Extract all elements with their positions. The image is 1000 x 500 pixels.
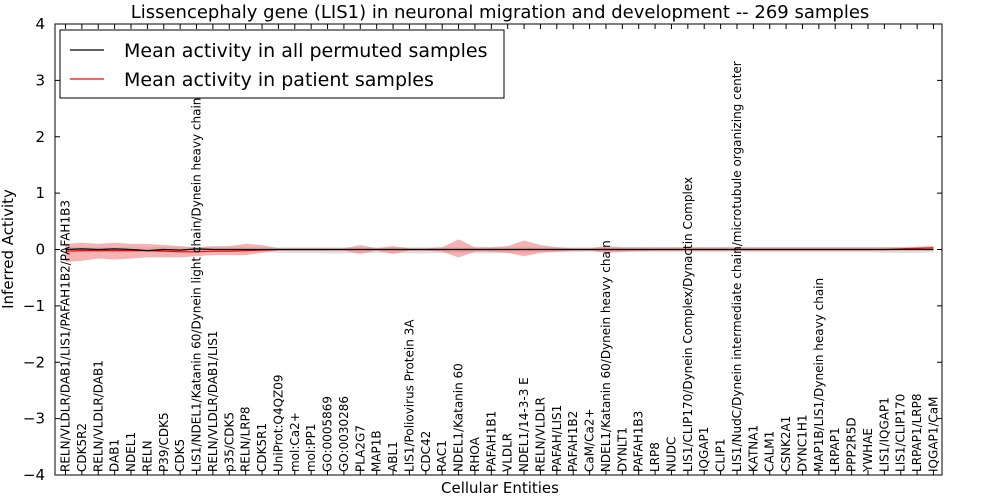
category-label: CDC42: [419, 431, 433, 472]
legend: Mean activity in all permuted samples Me…: [59, 29, 505, 99]
category-label: PAFAH/LIS1: [550, 405, 564, 472]
category-label: CaM/Ca2+: [583, 408, 597, 472]
y-tick-label: −2: [23, 353, 45, 371]
category-label: MAP1B: [370, 430, 384, 472]
category-label: CLIP1: [714, 439, 728, 472]
x-axis: [65, 24, 934, 475]
category-label: LIS1/Poliovirus Protein 3A: [402, 319, 416, 472]
category-label: P39/CDK5: [157, 412, 171, 472]
category-label: RELN/LRP8: [239, 407, 253, 473]
legend-label-patient: Mean activity in patient samples: [124, 69, 434, 91]
category-label: RHOA: [468, 436, 482, 472]
category-label: IQGAP1: [697, 427, 711, 472]
category-label: LIS1/NudC/Dynein intermediate chain/micr…: [730, 61, 744, 472]
category-label: LIS1/NDEL1/Katanin 60/Dynein light chain…: [190, 98, 204, 472]
category-label: mol:Ca2+: [288, 412, 302, 472]
category-label: RELN/VLDLR/DAB1/LIS1: [206, 331, 220, 472]
permuted-mean-line: [65, 248, 934, 252]
y-tick-label: 0: [35, 241, 45, 259]
category-label: RELN/VLDLR/DAB1: [91, 360, 105, 472]
category-label: DAB1: [108, 439, 122, 472]
category-labels: RELN/VLDLR/DAB1/LIS1/PAFAH1B2/PAFAH1B3 CD…: [59, 61, 941, 473]
category-label: GO:0030286: [337, 396, 351, 472]
category-label: RELN/VLDLR: [533, 397, 547, 472]
category-label: CDK5: [173, 439, 187, 472]
category-label: KATNA1: [746, 425, 760, 472]
y-axis: 4 3 2 1 0 −1 −2 −3 −4: [23, 15, 942, 484]
y-tick-label: 2: [35, 128, 45, 146]
category-label: NDEL1: [124, 432, 138, 472]
y-tick-label: 1: [35, 184, 45, 202]
category-label: DYNLT1: [615, 427, 629, 472]
category-label: MAP1B/LIS1/Dynein heavy chain: [812, 278, 826, 472]
y-tick-label: −1: [23, 297, 45, 315]
category-label: CALM1: [763, 431, 777, 472]
category-label: LIS1/CLIP170/Dynein Complex/Dynactin Com…: [681, 177, 695, 472]
category-label: LRPAP1: [828, 427, 842, 472]
category-label: RAC1: [435, 440, 449, 472]
category-label: CDK5R2: [75, 423, 89, 472]
y-tick-label: 4: [35, 15, 45, 33]
category-label: LRP8: [648, 442, 662, 472]
confidence-bands: [65, 239, 934, 262]
patient-confidence-band: [65, 239, 934, 262]
category-label: PPP2R5D: [845, 417, 859, 472]
category-label: PAFAH1B3: [632, 411, 646, 472]
chart-title: Lissencephaly gene (LIS1) in neuronal mi…: [131, 2, 870, 23]
category-label: mol:PP1: [304, 424, 318, 473]
legend-box: [59, 29, 505, 99]
category-label: NDEL1/Katanin 60/Dynein heavy chain: [599, 240, 613, 472]
category-label: IQGAP1/CaM: [927, 397, 941, 473]
category-label: RELN/VLDLR/DAB1/LIS1/PAFAH1B2/PAFAH1B3: [59, 200, 73, 472]
category-label: ABL1: [386, 441, 400, 472]
category-label: LIS1/CLIP170: [894, 394, 908, 472]
legend-label-permuted: Mean activity in all permuted samples: [124, 40, 487, 62]
category-label: GO:0005869: [321, 396, 335, 472]
category-label: CSNK2A1: [779, 416, 793, 472]
category-label: DYNC1H1: [796, 414, 810, 472]
category-label: VLDLR: [501, 433, 515, 472]
category-label: NDEL1/14-3-3 E: [517, 377, 531, 472]
category-label: UniProt:Q4QZ09: [271, 374, 285, 472]
series-lines: [65, 247, 934, 253]
category-label: NUDC: [665, 437, 679, 472]
y-axis-label: Inferred Activity: [0, 189, 17, 309]
category-label: p35/CDK5: [222, 412, 236, 472]
category-label: PAFAH1B1: [484, 411, 498, 472]
category-label: PAFAH1B2: [566, 411, 580, 472]
category-label: NDEL1/Katanin 60: [452, 363, 466, 472]
y-tick-label: 3: [35, 71, 45, 89]
category-label: RELN: [140, 440, 154, 472]
category-label: LRPAP1/LRP8: [910, 393, 924, 472]
category-label: PLA2G7: [353, 425, 367, 472]
category-label: LIS1/IQGAP1: [877, 397, 891, 472]
y-tick-label: −3: [23, 410, 45, 428]
x-axis-label: Cellular Entities: [441, 479, 559, 497]
y-tick-label: −4: [23, 466, 45, 484]
category-label: CDK5R1: [255, 423, 269, 472]
category-label: YWHAE: [861, 428, 875, 473]
